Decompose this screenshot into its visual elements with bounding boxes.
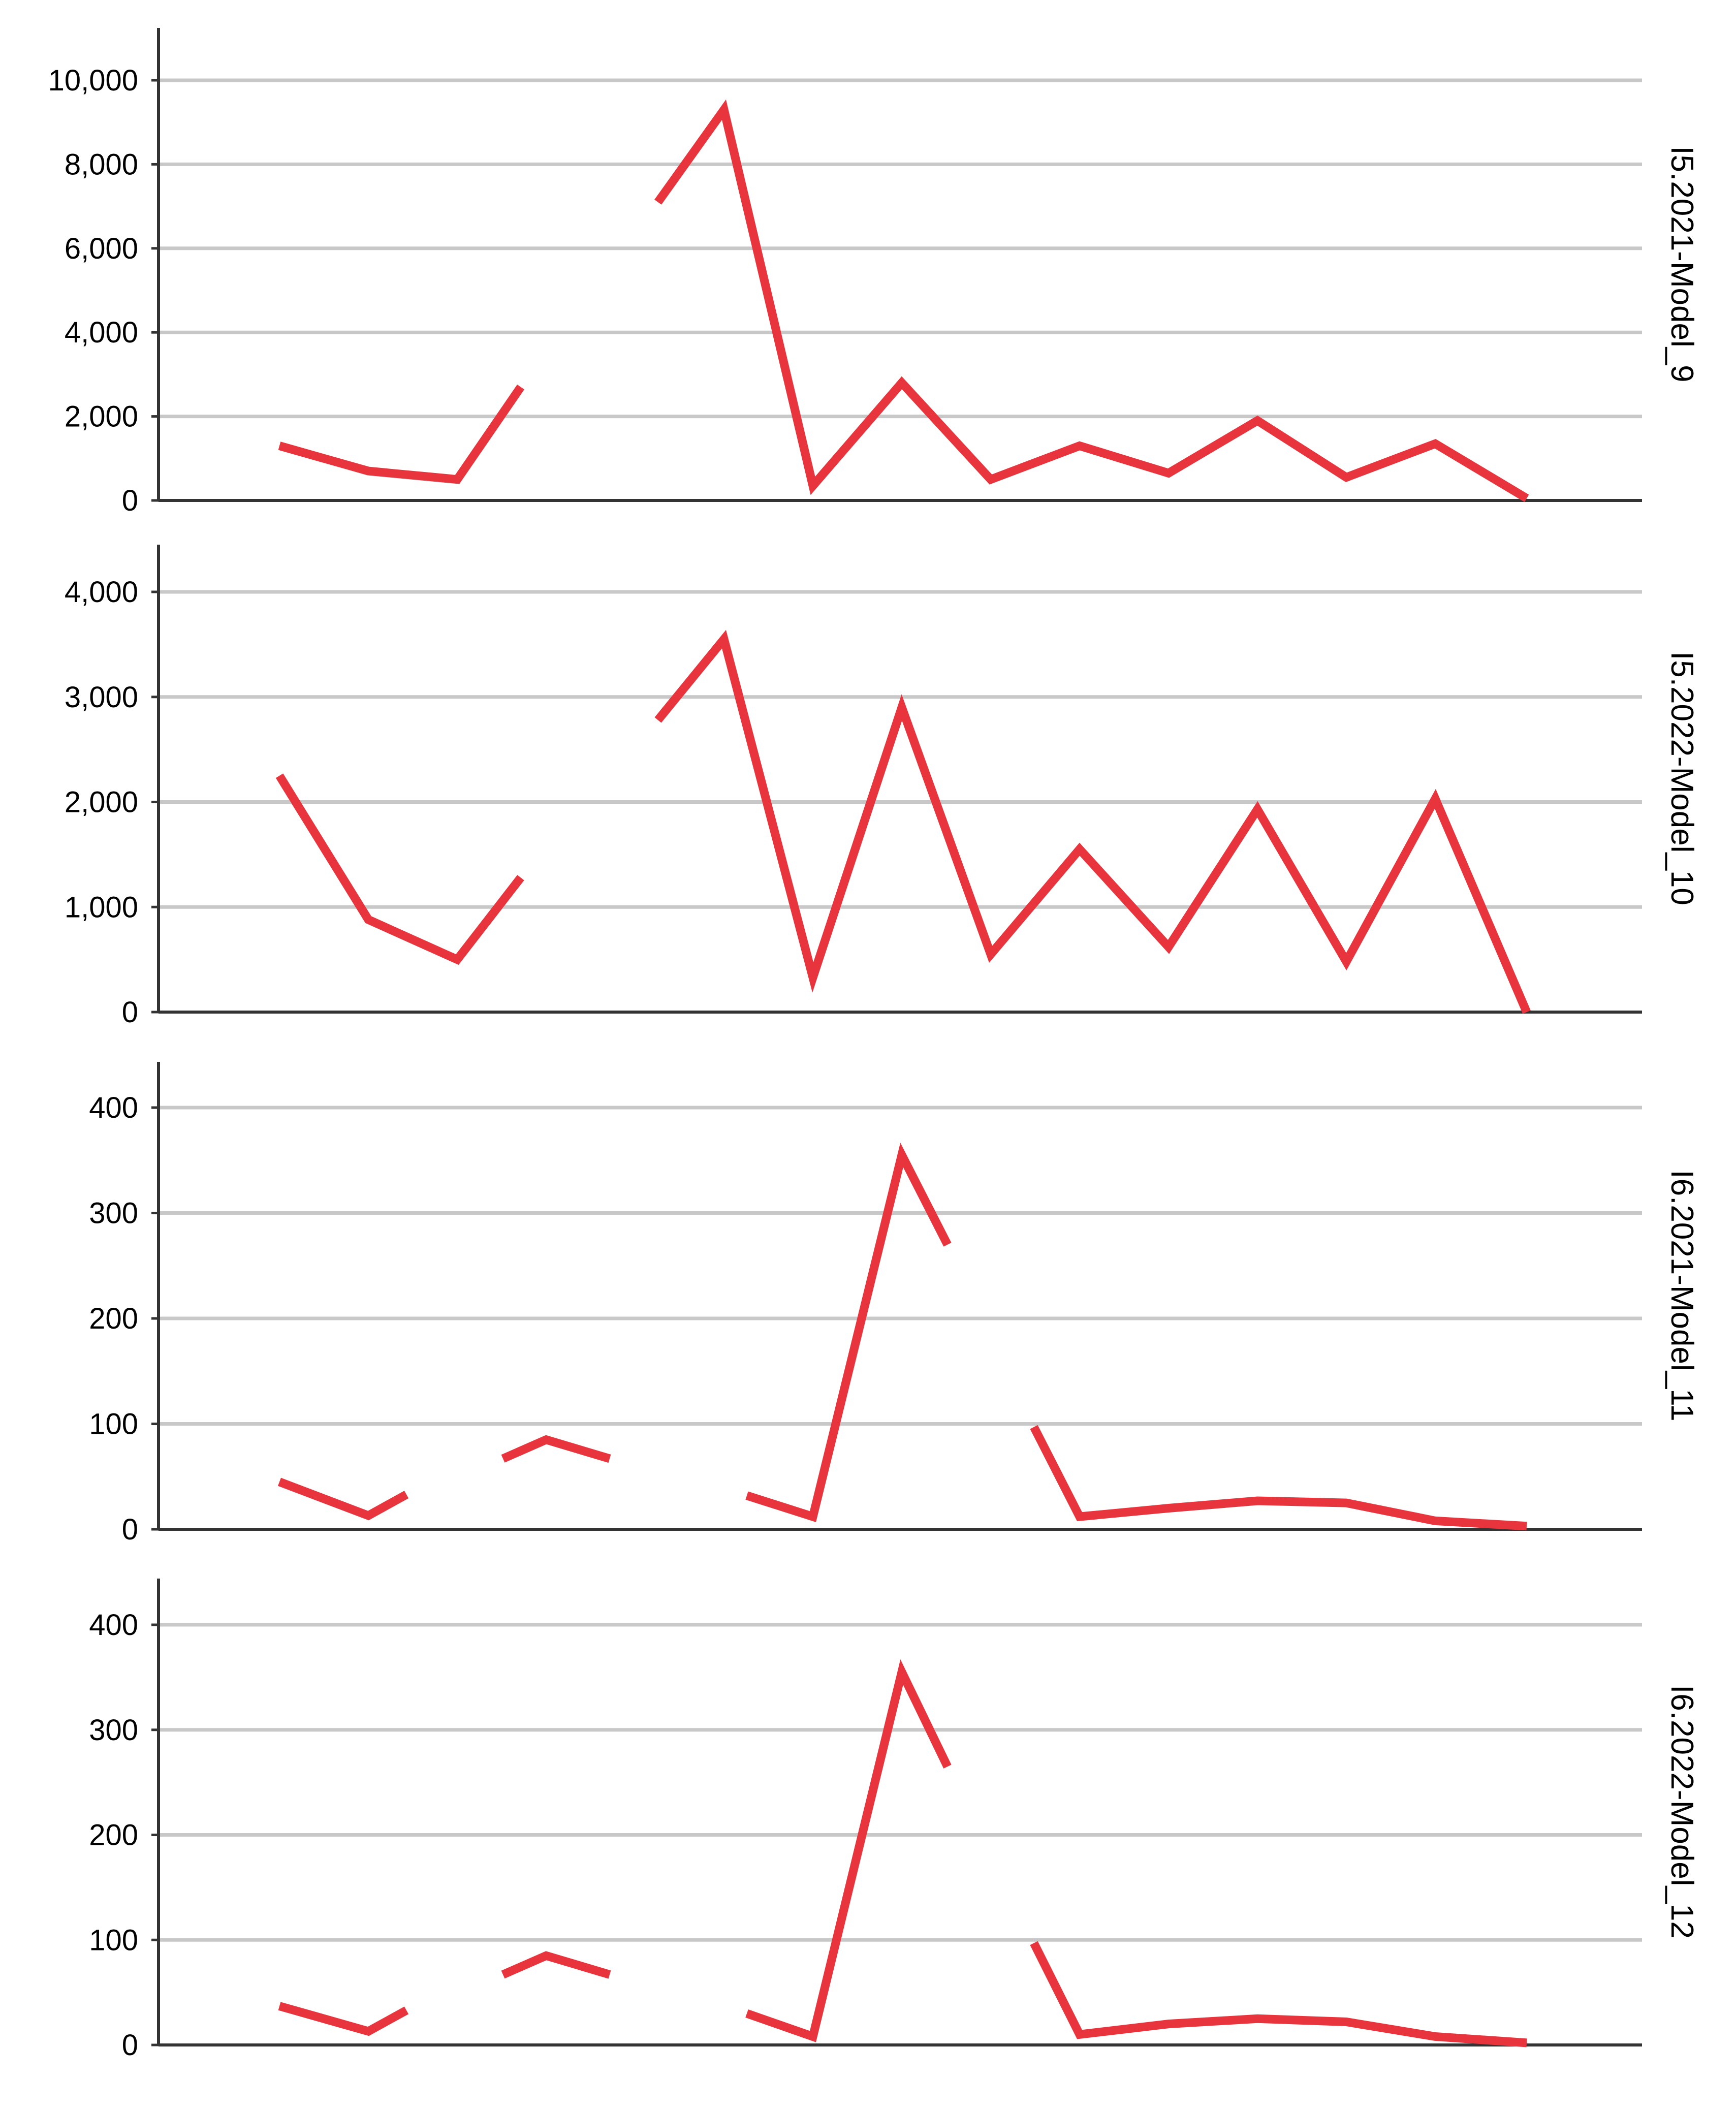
y-tick-label: 6,000 [65,232,138,265]
y-tick-label: 4,000 [65,576,138,609]
series-line-segment [654,99,1529,502]
panel-label: I6.2021-Model_11 [1664,1170,1699,1421]
series-line-segment [745,1143,952,1522]
panel-label: I5.2022-Model_10 [1664,651,1699,905]
panel-label: I6.2022-Model_12 [1664,1685,1699,1939]
y-tick-label: 100 [89,1924,138,1957]
series-line-segment [501,1435,611,1463]
series-line-segment [275,773,524,965]
y-tick-label: 0 [122,1513,138,1546]
series-line-segment [277,1477,409,1521]
y-tick-label: 400 [89,1091,138,1124]
y-tick-label: 2,000 [65,400,138,433]
y-tick-label: 4,000 [65,316,138,349]
y-tick-label: 300 [89,1714,138,1747]
y-tick-label: 100 [89,1408,138,1441]
y-tick-label: 400 [89,1609,138,1642]
y-tick-label: 200 [89,1819,138,1852]
series-line-segment [278,2002,409,2036]
y-tick-label: 3,000 [65,681,138,714]
y-tick-label: 0 [122,2029,138,2062]
series-line-segment [1030,1941,1527,2048]
y-tick-label: 1,000 [65,891,138,924]
series-line-segment [745,1659,952,2042]
y-tick-label: 2,000 [65,786,138,819]
y-tick-label: 300 [89,1197,138,1230]
series-line-segment [1030,1425,1527,1531]
y-tick-label: 8,000 [65,148,138,181]
y-tick-label: 0 [122,996,138,1029]
panel-label: I5.2021-Model_9 [1664,146,1699,382]
y-tick-label: 10,000 [48,64,138,97]
series-line-segment [654,629,1531,1014]
series-line-segment [278,384,525,484]
series-line-segment [501,1951,611,1979]
y-tick-label: 200 [89,1302,138,1335]
y-tick-label: 0 [122,484,138,517]
